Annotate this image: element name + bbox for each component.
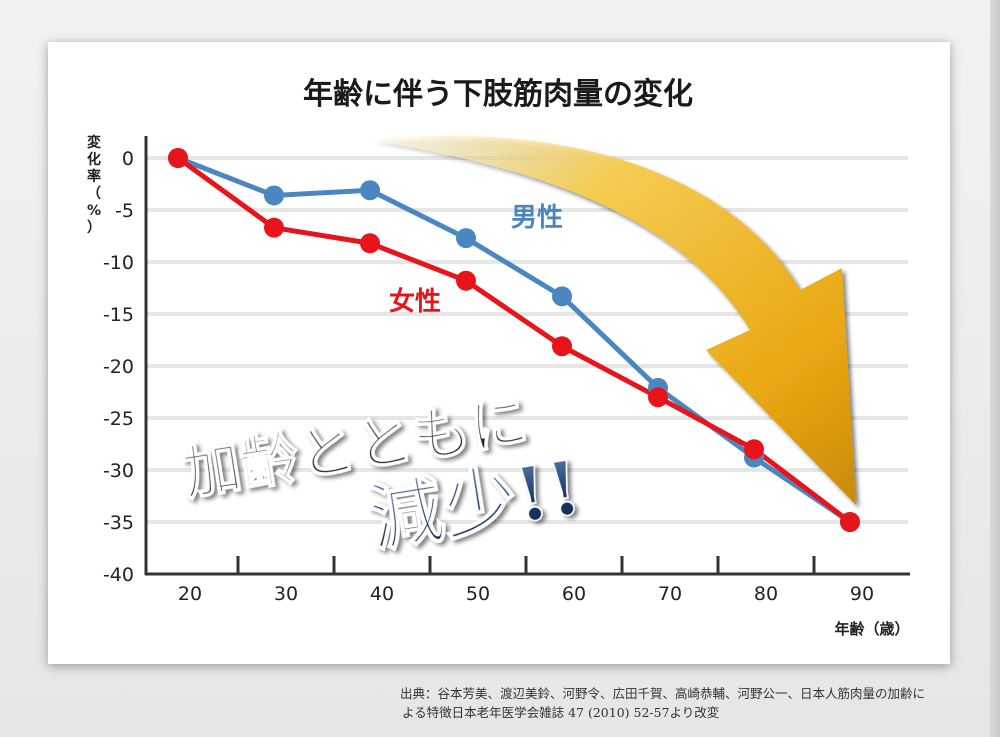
source-citation: 出典：谷本芳美、渡辺美鈴、河野令、広田千賀、高崎恭輔、河野公一、日本人筋肉量の加…: [400, 684, 970, 722]
y-tick-label: -25: [103, 408, 134, 430]
y-tick-label: 0: [122, 148, 134, 170]
data-point-female: [552, 336, 572, 357]
y-axis-label-char: ）: [87, 220, 101, 236]
series-label-male: 男性: [511, 203, 563, 233]
y-axis-label-char: 率: [87, 168, 101, 185]
x-tick-label: 50: [466, 583, 490, 605]
data-point-female: [456, 270, 476, 291]
y-axis-label-char: （: [87, 186, 101, 202]
data-point-female: [168, 148, 188, 168]
y-tick-label: -35: [103, 512, 134, 534]
source-line-2: よる特徴日本老年医学会雑誌 47 (2010) 52-57より改変: [402, 705, 720, 720]
y-tick-label: -15: [103, 304, 134, 326]
decrease-arrow: [370, 135, 856, 505]
data-point-female: [360, 233, 380, 254]
data-series: [168, 148, 860, 532]
data-point-male: [264, 185, 284, 206]
series-line-male: [177, 155, 852, 525]
x-tick-label: 60: [562, 583, 586, 605]
data-point-female: [648, 387, 668, 408]
y-tick-label: -10: [103, 252, 134, 274]
data-point-female: [840, 512, 860, 532]
series-line-female: [176, 155, 852, 524]
y-tick-labels: 0 -5 -10 -15 -20 -25 -30 -35 -40: [103, 148, 134, 586]
data-point-female: [264, 217, 284, 238]
source-line-1: 出典：谷本芳美、渡辺美鈴、河野令、広田千賀、高崎恭輔、河野公一、日本人筋肉量の加…: [400, 686, 926, 701]
y-axis-label: 変化率（%）: [87, 134, 101, 236]
chart-title: 年齢に伴う下肢筋肉量の変化: [303, 77, 693, 112]
x-tick-label: 70: [658, 583, 682, 605]
axes: [144, 136, 910, 576]
x-tick-label: 80: [754, 583, 778, 605]
data-point-male: [552, 286, 572, 307]
x-axis-label: 年齢（歳）: [834, 620, 909, 638]
data-point-male: [360, 180, 380, 201]
series-label-female: 女性: [389, 286, 441, 317]
y-tick-label: -30: [103, 460, 134, 482]
y-axis-label-char: 化: [87, 151, 101, 168]
x-tick-label: 30: [274, 583, 298, 605]
x-tick-label: 40: [370, 583, 394, 605]
x-tick-label: 90: [850, 583, 874, 605]
y-axis-label-char: %: [87, 203, 101, 219]
y-tick-label: -20: [103, 356, 134, 378]
y-axis-label-char: 変: [87, 134, 101, 151]
data-point-male: [456, 228, 476, 249]
data-point-female: [744, 439, 764, 460]
x-tick-label: 20: [178, 583, 202, 605]
y-tick-label: -40: [103, 564, 134, 586]
x-tick-labels: 20 30 40 50 60 70 80 90: [178, 583, 874, 605]
page-edge: [990, 0, 1000, 737]
y-tick-label: -5: [115, 200, 134, 222]
